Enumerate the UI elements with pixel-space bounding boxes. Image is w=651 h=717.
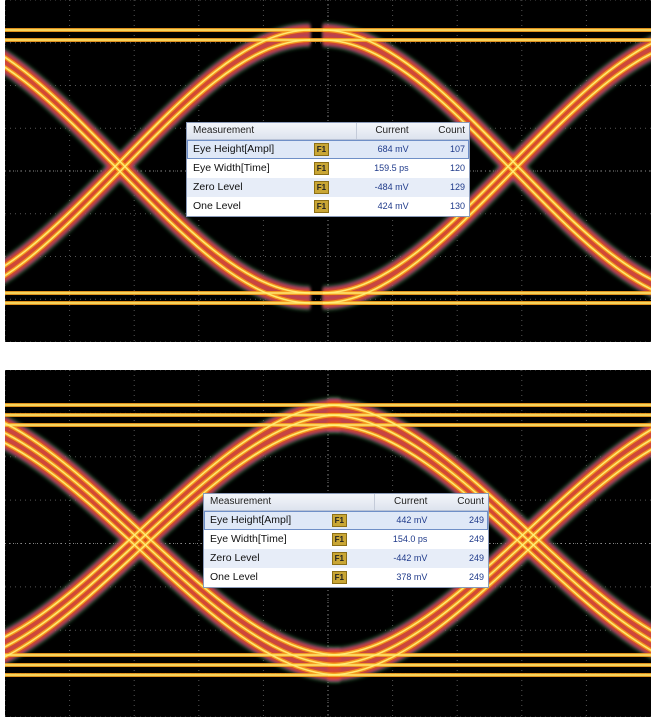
source-cell: F1 [314, 178, 356, 197]
source-badge: F1 [314, 143, 329, 156]
header-spacer [332, 494, 375, 510]
header-spacer [314, 123, 356, 139]
count-value: 249 [445, 549, 488, 568]
count-value: 130 [427, 197, 469, 216]
current-value: 154.0 ps [374, 530, 445, 549]
source-badge: F1 [314, 181, 329, 194]
header-cell[interactable]: Count [445, 494, 488, 510]
current-value: 684 mV [356, 140, 427, 159]
measurement-name: One Level [204, 568, 332, 587]
current-value: -442 mV [374, 549, 445, 568]
source-cell: F1 [314, 197, 356, 216]
source-cell: F1 [314, 140, 356, 159]
measurement-name: One Level [187, 197, 314, 216]
source-cell: F1 [332, 568, 375, 587]
header-cell[interactable]: Current [356, 123, 427, 139]
header-cell[interactable]: Count [427, 123, 469, 139]
measurement-name: Zero Level [204, 549, 332, 568]
measurement-name: Zero Level [187, 178, 314, 197]
source-cell: F1 [332, 549, 375, 568]
source-cell: F1 [332, 511, 375, 530]
measurement-name: Eye Height[Ampl] [187, 140, 314, 159]
current-value: 159.5 ps [356, 159, 427, 178]
count-value: 249 [445, 511, 488, 530]
header-cell[interactable]: Current [374, 494, 445, 510]
source-badge: F1 [332, 514, 347, 527]
header-cell[interactable]: Measurement [187, 123, 314, 139]
source-badge: F1 [314, 162, 329, 175]
count-value: 120 [427, 159, 469, 178]
source-cell: F1 [332, 530, 375, 549]
current-value: 442 mV [374, 511, 445, 530]
source-badge: F1 [314, 200, 329, 213]
count-value: 129 [427, 178, 469, 197]
current-value: 378 mV [374, 568, 445, 587]
source-badge: F1 [332, 533, 347, 546]
current-value: 424 mV [356, 197, 427, 216]
count-value: 107 [427, 140, 469, 159]
page: MeasurementCurrentCountEye Height[Ampl]F… [0, 0, 651, 717]
count-value: 249 [445, 568, 488, 587]
measurement-name: Eye Width[Time] [187, 159, 314, 178]
source-cell: F1 [314, 159, 356, 178]
header-cell[interactable]: Measurement [204, 494, 332, 510]
count-value: 249 [445, 530, 488, 549]
source-badge: F1 [332, 571, 347, 584]
source-badge: F1 [332, 552, 347, 565]
measurement-name: Eye Width[Time] [204, 530, 332, 549]
measurement-name: Eye Height[Ampl] [204, 511, 332, 530]
current-value: -484 mV [356, 178, 427, 197]
